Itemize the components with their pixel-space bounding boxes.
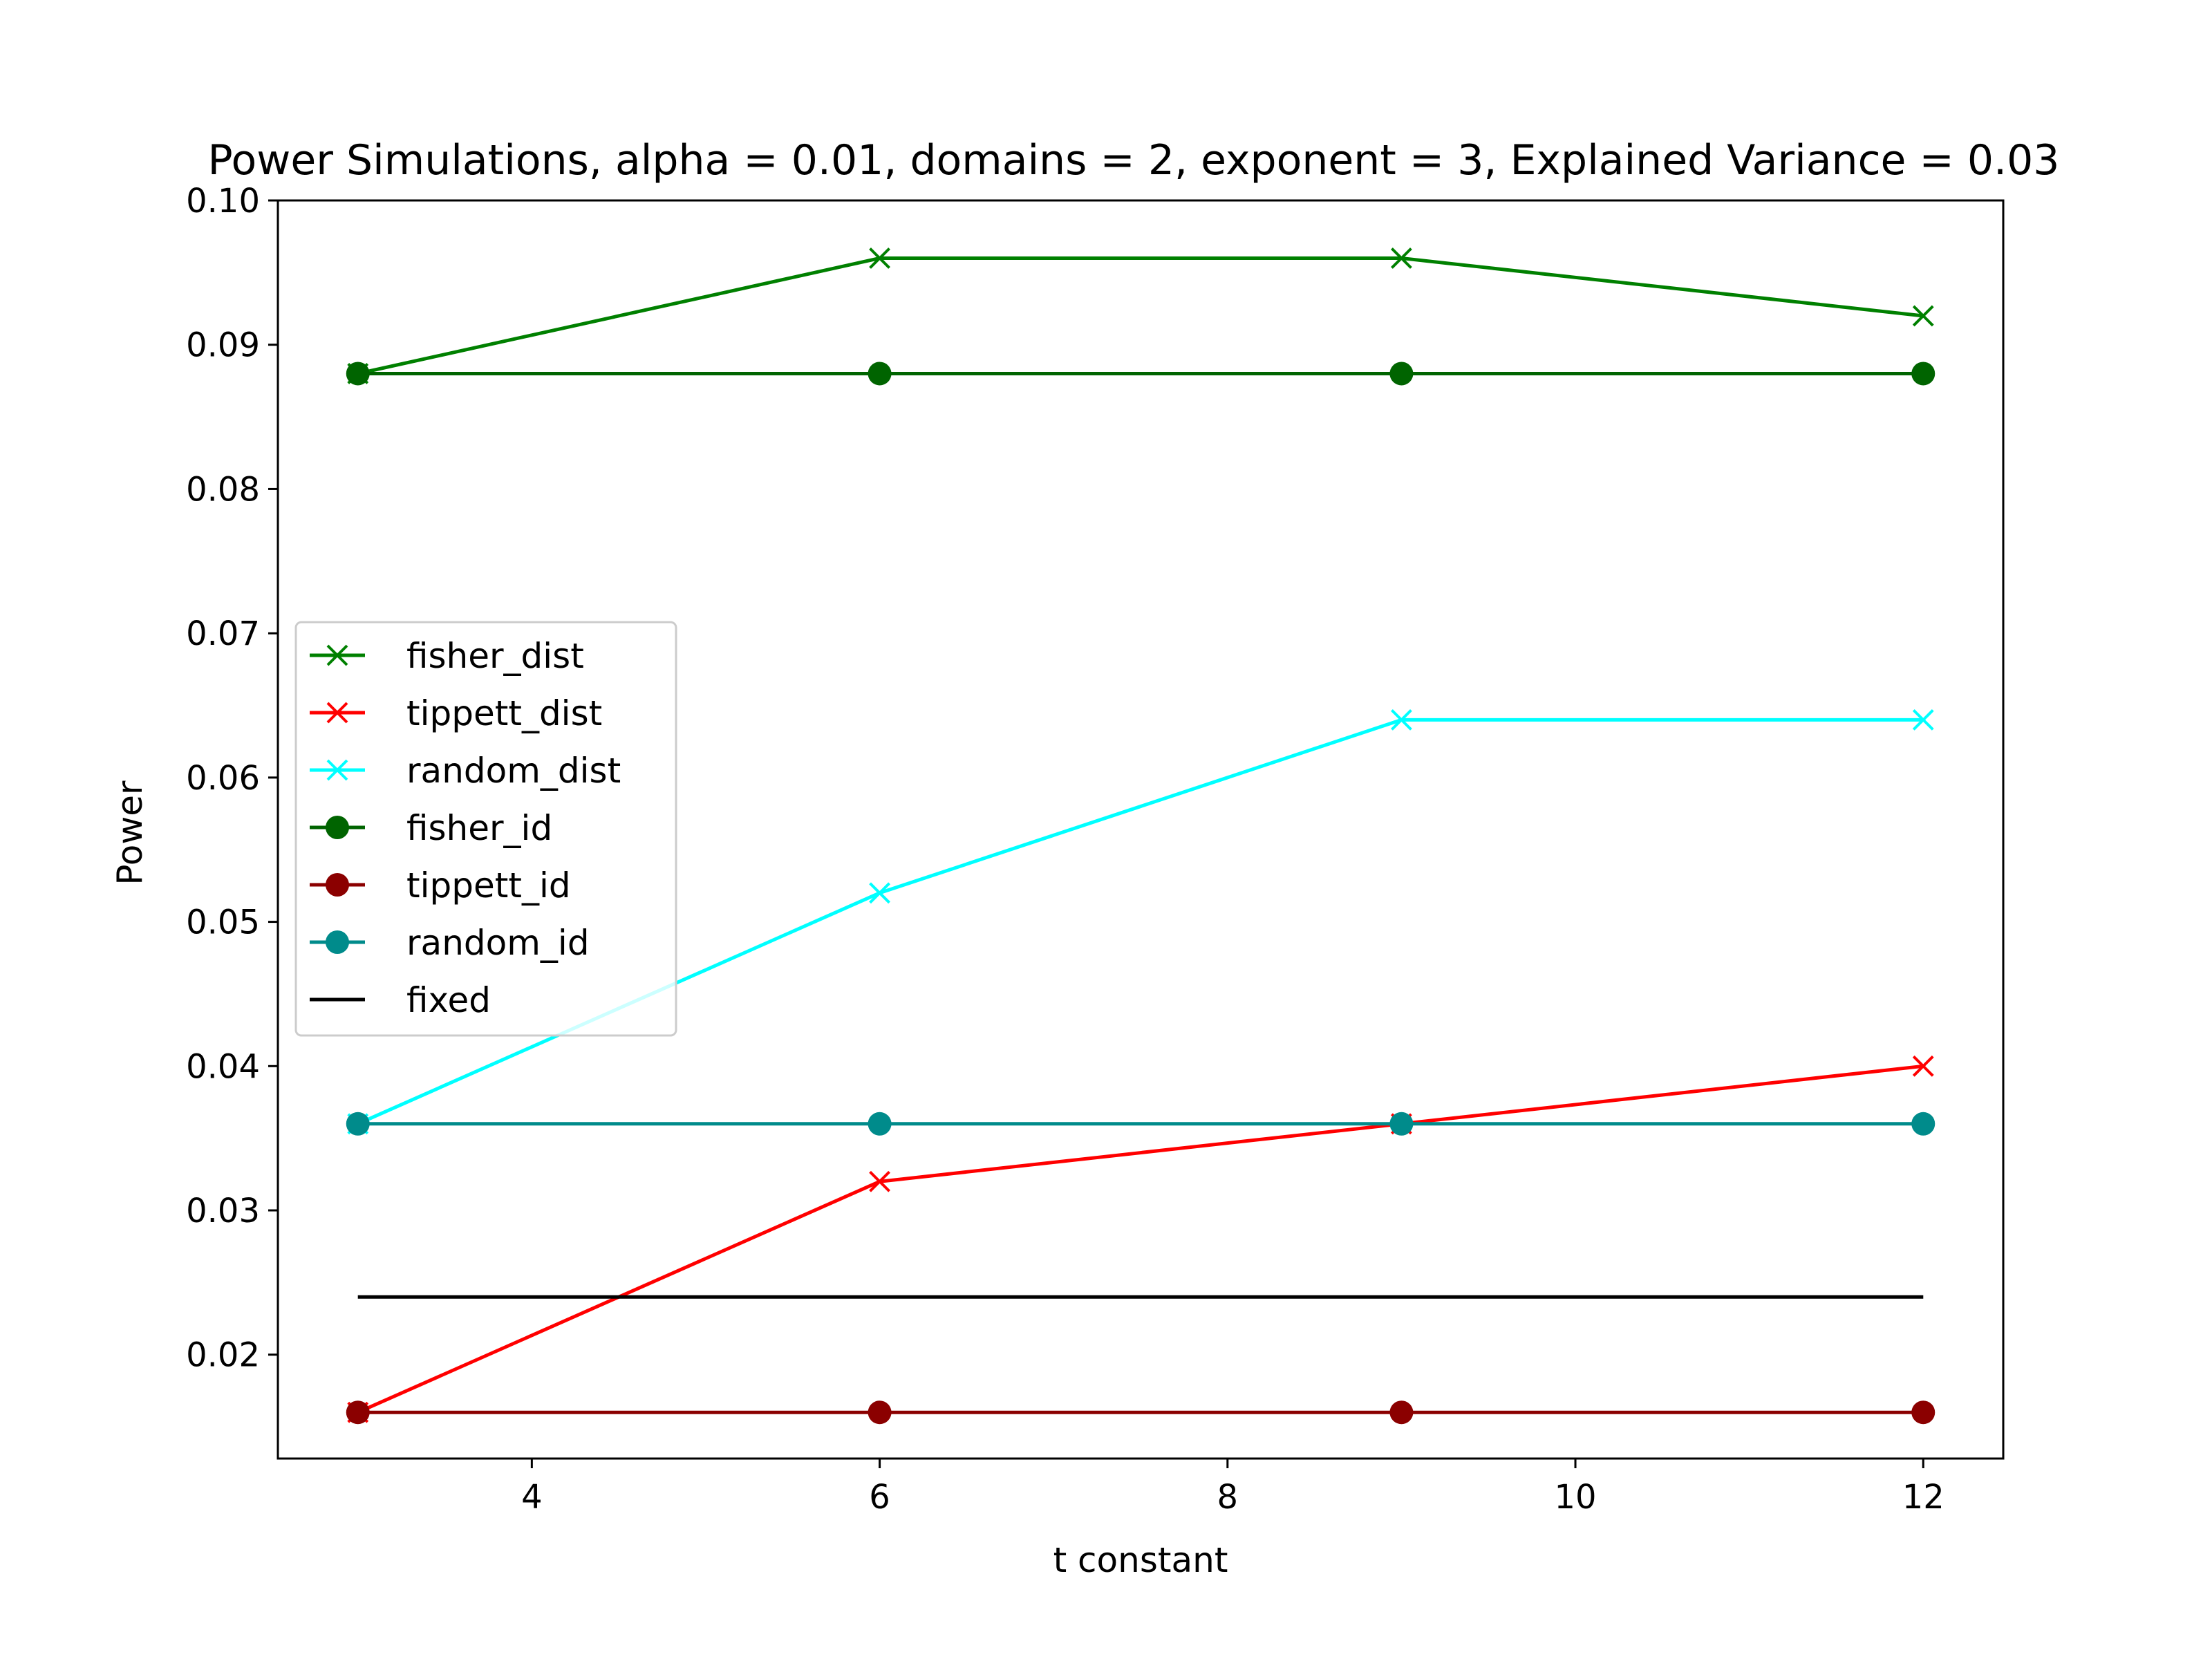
x-tick-label: 8	[1217, 1478, 1239, 1517]
x-tick-label: 10	[1554, 1478, 1596, 1517]
y-tick-label: 0.04	[186, 1047, 260, 1086]
legend-item-random-dist: random_dist	[310, 751, 621, 791]
y-tick-label: 0.10	[186, 182, 260, 221]
legend-item-tippett-id: tippett_id	[310, 865, 571, 906]
legend-item-fixed: fixed	[310, 980, 491, 1020]
legend-label: random_dist	[406, 751, 621, 791]
x-tick-label: 6	[869, 1478, 890, 1517]
y-tick-label: 0.07	[186, 615, 260, 653]
legend-frame	[294, 621, 677, 1037]
data-point-random-id	[868, 1112, 892, 1136]
data-point-tippett-dist	[1912, 1055, 1934, 1077]
legend-label: fisher_id	[406, 808, 552, 848]
legend-label: tippett_dist	[406, 693, 602, 733]
data-point-tippett-id	[346, 1400, 370, 1425]
x-tick-label: 12	[1902, 1478, 1944, 1517]
y-axis: 0.02 0.03 0.04 0.05 0.06 0.07 0.08 0.09 0.10	[186, 182, 278, 1375]
data-point-fisher-id	[868, 362, 892, 386]
data-point-tippett-id	[1911, 1400, 1936, 1425]
legend-item-fisher-id: fisher_id	[310, 808, 552, 848]
data-point-fisher-dist	[1391, 247, 1412, 269]
plot-area	[346, 247, 1936, 1425]
legend-swatch-marker	[326, 644, 348, 666]
data-point-fisher-dist	[869, 247, 890, 269]
legend-item-tippett-dist: tippett_dist	[310, 693, 602, 733]
plot-frame	[276, 199, 2005, 1460]
x-tick-label: 4	[521, 1478, 543, 1517]
y-tick-label: 0.03	[186, 1192, 260, 1230]
series-fisher-id	[346, 362, 1936, 386]
data-point-tippett-id	[868, 1400, 892, 1425]
legend-swatch-marker	[326, 873, 349, 897]
legend-item-random-id: random_id	[310, 923, 590, 963]
legend-item-fisher-dist: fisher_dist	[310, 636, 584, 676]
data-point-fisher-id	[346, 362, 370, 386]
data-point-fisher-id	[1911, 362, 1936, 386]
data-point-tippett-id	[1389, 1400, 1414, 1425]
data-point-random-id	[1911, 1112, 1936, 1136]
legend-swatch-marker	[326, 930, 349, 954]
chart-title: Power Simulations, alpha = 0.01, domains…	[208, 136, 2060, 185]
data-point-random-dist	[869, 882, 890, 904]
x-axis-label: t constant	[1053, 1540, 1228, 1580]
legend-swatch-marker	[326, 702, 348, 724]
y-tick-label: 0.09	[186, 326, 260, 365]
x-axis: 4 6 8 10 12	[521, 1459, 1944, 1517]
data-point-fisher-dist	[1912, 305, 1934, 327]
y-tick-label: 0.08	[186, 470, 260, 509]
data-point-fisher-id	[1389, 362, 1414, 386]
y-tick-label: 0.02	[186, 1336, 260, 1375]
data-point-random-dist	[1391, 709, 1412, 731]
series-line-fisher-dist	[357, 256, 1924, 375]
legend-label: fixed	[406, 980, 491, 1020]
data-point-random-id	[1389, 1112, 1414, 1136]
legend: fisher_dist tippett_dist random_distfisher…	[294, 621, 677, 1037]
data-point-random-id	[346, 1112, 370, 1136]
legend-swatch-marker	[326, 759, 348, 781]
legend-label: tippett_id	[406, 865, 571, 906]
legend-label: random_id	[406, 923, 590, 963]
y-axis-label: Power	[110, 780, 150, 885]
series-random-id	[346, 1112, 1936, 1136]
legend-swatch-marker	[326, 816, 349, 839]
series-tippett-id	[346, 1400, 1936, 1425]
legend-label: fisher_dist	[406, 636, 584, 676]
y-tick-label: 0.05	[186, 903, 260, 942]
y-tick-label: 0.06	[186, 759, 260, 798]
data-point-tippett-dist	[869, 1170, 890, 1192]
data-point-random-dist	[1912, 709, 1934, 731]
